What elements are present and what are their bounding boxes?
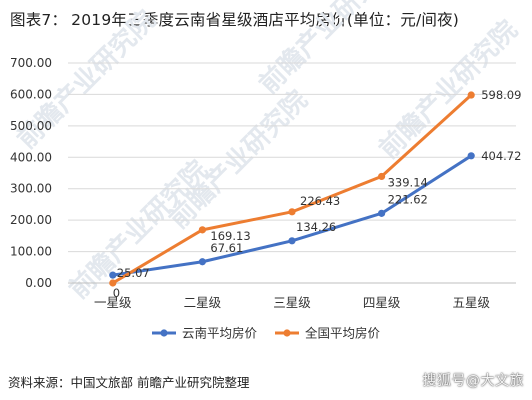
data-point (467, 152, 475, 160)
data-label: 226.43 (300, 194, 340, 208)
data-label: 67.61 (210, 241, 243, 255)
data-label: 339.14 (388, 175, 428, 189)
data-point (198, 258, 206, 266)
y-axis: 0.00 100.00 200.00 300.00 400.00 500.00 600.00… (10, 56, 52, 290)
data-point (198, 226, 206, 234)
title-text: 2019年三季度云南省星级酒店平均房价(单位：元/间夜) (71, 11, 460, 29)
series-lines (109, 91, 475, 287)
data-point (288, 208, 296, 216)
legend: 云南平均房价 全国平均房价 (152, 326, 381, 341)
source-note: 资料来源：中国文旅部 前瞻产业研究院整理 (8, 375, 250, 390)
data-labels: 25.07 67.61 134.26 221.62 404.72 0 169.13 226.4… (113, 88, 522, 300)
y-tick-label: 400.00 (10, 150, 52, 164)
watermark-text: 前瞻产业研究院 (253, 0, 404, 100)
data-point (378, 209, 386, 217)
y-tick-label: 200.00 (10, 213, 52, 227)
data-label: 221.62 (388, 192, 428, 206)
data-label: 404.72 (481, 149, 521, 163)
data-label: 0 (113, 286, 120, 300)
y-tick-label: 500.00 (10, 119, 52, 133)
x-axis: 一星级 二星级 三星级 四星级 五星级 (68, 282, 516, 310)
data-point (288, 237, 296, 245)
y-tick-label: 300.00 (10, 182, 52, 196)
watermark-text: 前瞻产业研究院 (63, 154, 214, 305)
data-label: 25.07 (117, 266, 150, 280)
legend-marker (283, 329, 291, 337)
data-point (378, 172, 386, 181)
y-tick-label: 100.00 (10, 245, 52, 259)
y-tick-label: 600.00 (10, 87, 52, 101)
y-tick-label: 0.00 (25, 276, 52, 290)
data-label: 169.13 (210, 229, 250, 243)
x-tick-label: 二星级 (184, 295, 222, 310)
chart-title: 图表7： 2019年三季度云南省星级酒店平均房价(单位：元/间夜) (10, 8, 459, 30)
credit-watermark: 搜狐号@大文旅 (422, 373, 524, 389)
data-label: 598.09 (481, 88, 521, 102)
legend-marker (160, 329, 168, 337)
grid (68, 62, 516, 253)
data-label: 134.26 (296, 220, 336, 234)
legend-label: 云南平均房价 (182, 326, 258, 341)
x-tick-label: 三星级 (273, 295, 311, 310)
x-tick-label: 一星级 (94, 295, 132, 310)
x-tick-label: 四星级 (363, 295, 401, 310)
data-point (109, 271, 117, 279)
data-point (467, 91, 475, 99)
figure-number: 图表7： (10, 11, 68, 29)
x-tick-label: 五星级 (452, 295, 490, 310)
legend-label: 全国平均房价 (305, 326, 381, 341)
y-tick-label: 700.00 (10, 56, 52, 70)
data-point (109, 279, 117, 287)
